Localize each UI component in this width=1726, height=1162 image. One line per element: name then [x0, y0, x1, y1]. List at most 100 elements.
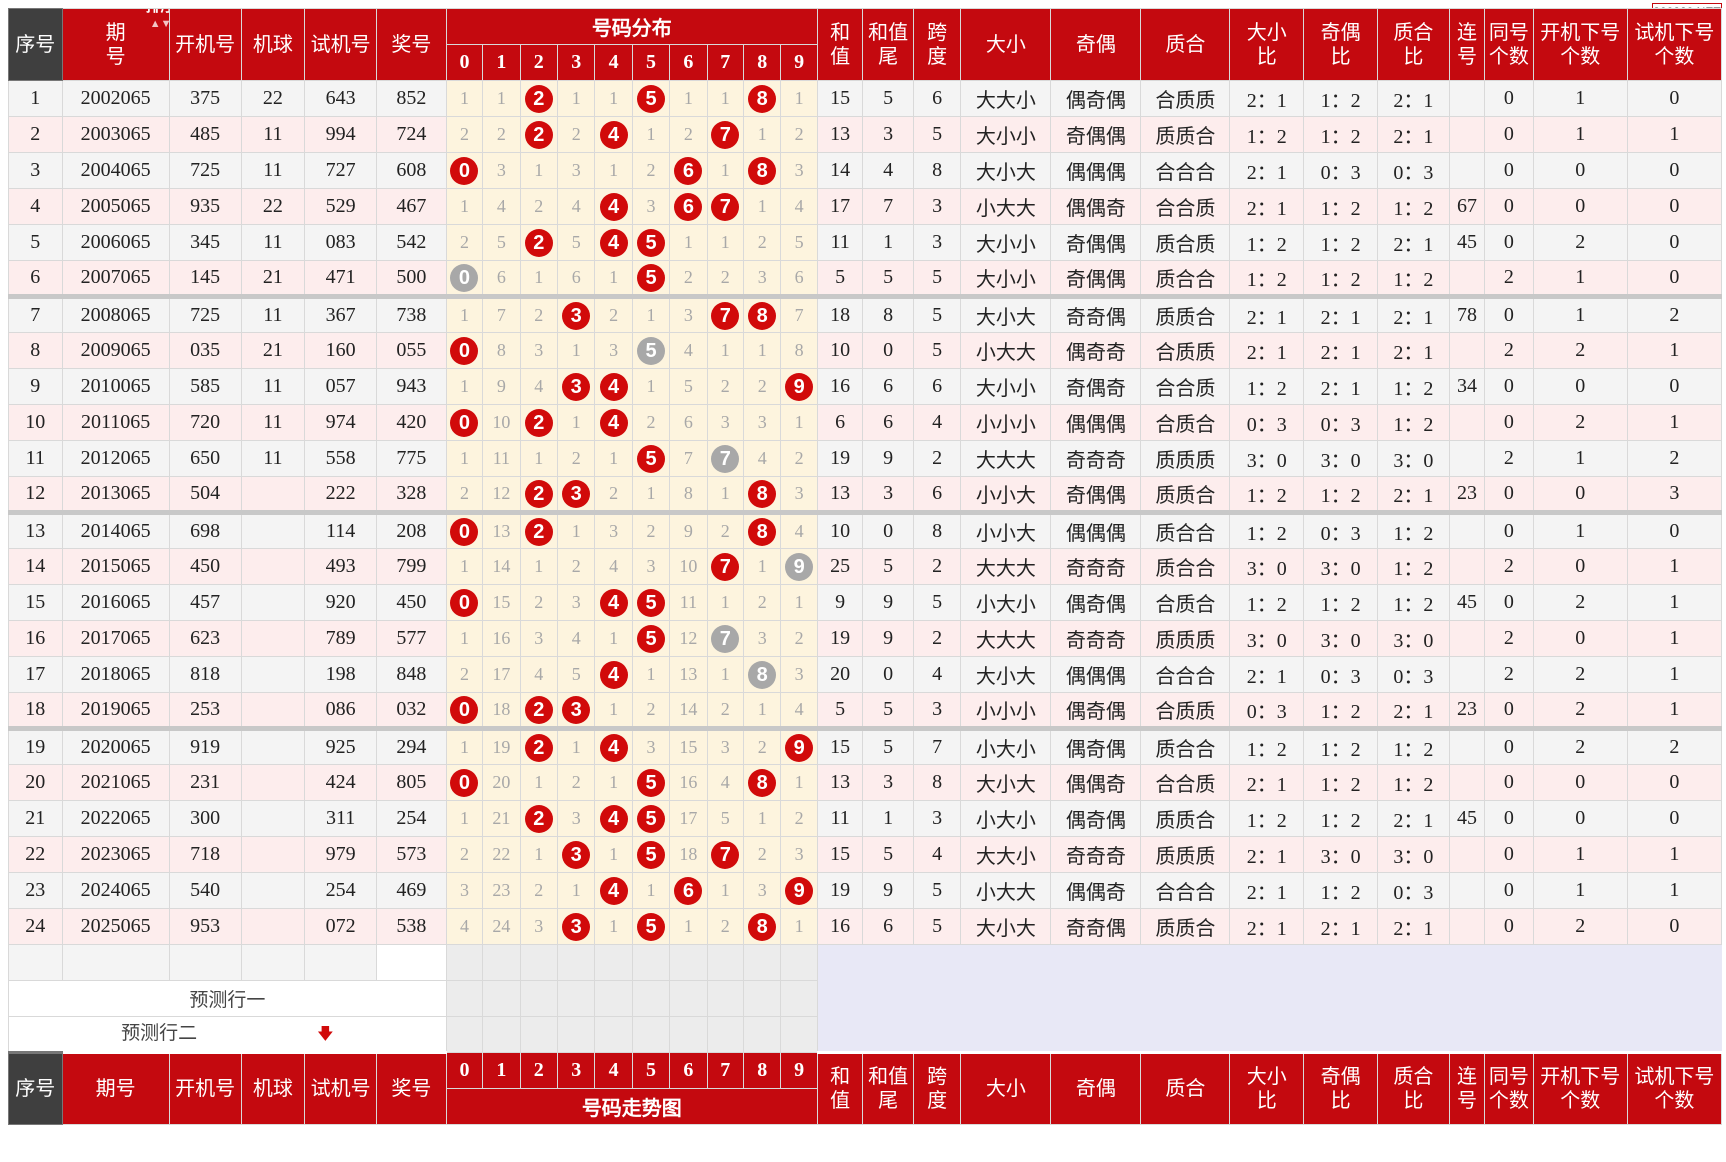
cell-same: 0	[1484, 764, 1534, 801]
dist-cell-9: 1	[780, 584, 818, 621]
cell-prize: 608	[376, 152, 447, 189]
dist-cell-6: 6	[669, 188, 708, 225]
foot-col-consec: 连号	[1448, 1051, 1486, 1125]
winning-number-ball: 4	[599, 660, 628, 689]
cell-trial: 311	[304, 800, 378, 837]
dist-cell-9: 9	[780, 728, 818, 765]
cell-open: 818	[168, 656, 242, 693]
foot-col-trialdown: 试机下号 个数	[1626, 1051, 1723, 1125]
cell-sum: 19	[816, 440, 864, 477]
cell-pcr: 0：3	[1376, 872, 1450, 909]
cell-same: 2	[1484, 656, 1534, 693]
cell-pc: 合合合	[1140, 152, 1231, 189]
cell-open: 485	[168, 116, 242, 153]
dist-cell-9: 1	[780, 80, 818, 117]
dist-cell-0: 0	[445, 260, 484, 299]
dist-cell-0: 1	[445, 80, 484, 117]
cell-prize: 208	[376, 512, 447, 549]
cell-period: 2016065	[61, 584, 170, 621]
cell-size: 小大小	[960, 728, 1052, 765]
winning-number-ball: 2	[524, 733, 553, 762]
cell-opendown: 0	[1532, 152, 1628, 189]
dist-cell-7: 2	[706, 908, 745, 945]
cell-open: 035	[168, 332, 242, 369]
cell-trialdown: 0	[1626, 260, 1723, 299]
winning-number-ball: 2	[524, 228, 553, 257]
foot-col-sizeratio: 大小比	[1229, 1051, 1305, 1125]
dist-cell-1: 4	[482, 188, 521, 225]
dist-cell-4: 3	[594, 512, 633, 549]
period-label-top: 期	[105, 21, 126, 44]
winning-number-ball: 4	[599, 192, 628, 221]
dist-cell-8: 8	[742, 152, 782, 189]
forecast-row-2[interactable]: 预测行二 🡇	[8, 1016, 1722, 1053]
cell-trial: 994	[304, 116, 378, 153]
cell-trialdown: 1	[1626, 692, 1723, 731]
cell-sumtail: 3	[862, 764, 914, 801]
dist-cell-9: 3	[780, 656, 818, 693]
cell-trialdown: 0	[1626, 800, 1723, 837]
dist-cell-0: 1	[445, 800, 484, 837]
cell-seq: 19	[8, 728, 63, 765]
forecast-area: 预测行一 预测行二 🡇	[8, 944, 1722, 1053]
cell-same: 2	[1484, 332, 1534, 369]
table-row: 16 2017065 623 789 577 1 16 3 4 1 5 12 7 3 2 19 9 2 大大大 奇奇奇…	[8, 620, 1723, 657]
cell-same: 0	[1484, 872, 1534, 909]
dist-cell-6: 5	[669, 368, 708, 405]
period-label-bottom: 号	[105, 45, 126, 68]
dist-cell-2: 1	[519, 260, 558, 299]
dist-cell-2: 2	[519, 224, 558, 261]
cell-prize: 467	[376, 188, 447, 225]
cell-machine	[240, 584, 306, 621]
dist-cell-8: 3	[742, 872, 782, 909]
cell-opendown: 1	[1532, 872, 1628, 909]
cell-size: 大大小	[960, 80, 1052, 117]
cell-prize: 450	[376, 584, 447, 621]
cell-size: 大小小	[960, 224, 1052, 261]
dist-cell-6: 13	[669, 656, 708, 693]
dist-cell-9: 4	[780, 692, 818, 731]
cell-sumtail: 3	[862, 476, 914, 515]
cell-oe: 偶偶偶	[1050, 512, 1142, 549]
cell-open: 504	[168, 476, 242, 515]
digit-header-2: 2	[519, 44, 558, 81]
cell-opendown: 0	[1532, 620, 1628, 657]
forecast-row-1[interactable]: 预测行一	[8, 980, 1722, 1017]
cell-period: 2025065	[61, 908, 170, 945]
cell-machine: 11	[240, 224, 306, 261]
digit-header-8: 8	[742, 44, 782, 81]
cell-oer: 3：0	[1303, 548, 1378, 585]
sort-button[interactable]: 排序 ▲▼	[138, 10, 169, 35]
cell-sr: 2：1	[1229, 764, 1305, 801]
cell-size: 大大大	[960, 620, 1052, 657]
dist-cell-1: 3	[482, 152, 521, 189]
dist-cell-4: 4	[594, 116, 633, 153]
dist-cell-1: 12	[482, 476, 521, 515]
winning-number-ball: 5	[637, 624, 665, 653]
cell-same: 0	[1484, 188, 1534, 225]
cell-machine	[240, 908, 306, 945]
dist-cell-7: 3	[706, 728, 745, 765]
col-open: 开机号	[168, 8, 242, 81]
cell-oe: 偶偶偶	[1050, 656, 1142, 693]
cell-size: 大小大	[960, 656, 1052, 693]
cell-sum: 17	[816, 188, 864, 225]
dist-cell-4: 4	[594, 872, 633, 909]
cell-size: 大小大	[960, 296, 1052, 333]
cell-pcr: 2：1	[1376, 296, 1450, 333]
arrow-down-icon[interactable]: 🡇	[317, 1026, 334, 1043]
dist-cell-0: 1	[445, 296, 484, 333]
cell-pcr: 2：1	[1376, 80, 1450, 117]
dist-cell-3: 3	[556, 692, 596, 731]
cell-machine: 11	[240, 116, 306, 153]
dist-cell-3: 2	[556, 440, 596, 477]
dist-cell-9: 2	[780, 620, 818, 657]
cell-period: 2003065	[61, 116, 170, 153]
cell-size: 大小小	[960, 116, 1052, 153]
cell-same: 0	[1484, 800, 1534, 837]
winning-number-ball: 2	[524, 695, 553, 724]
dist-cell-4: 1	[594, 620, 633, 657]
cell-sumtail: 5	[862, 260, 914, 299]
dist-cell-2: 4	[519, 368, 558, 405]
cell-seq: 2	[8, 116, 63, 153]
